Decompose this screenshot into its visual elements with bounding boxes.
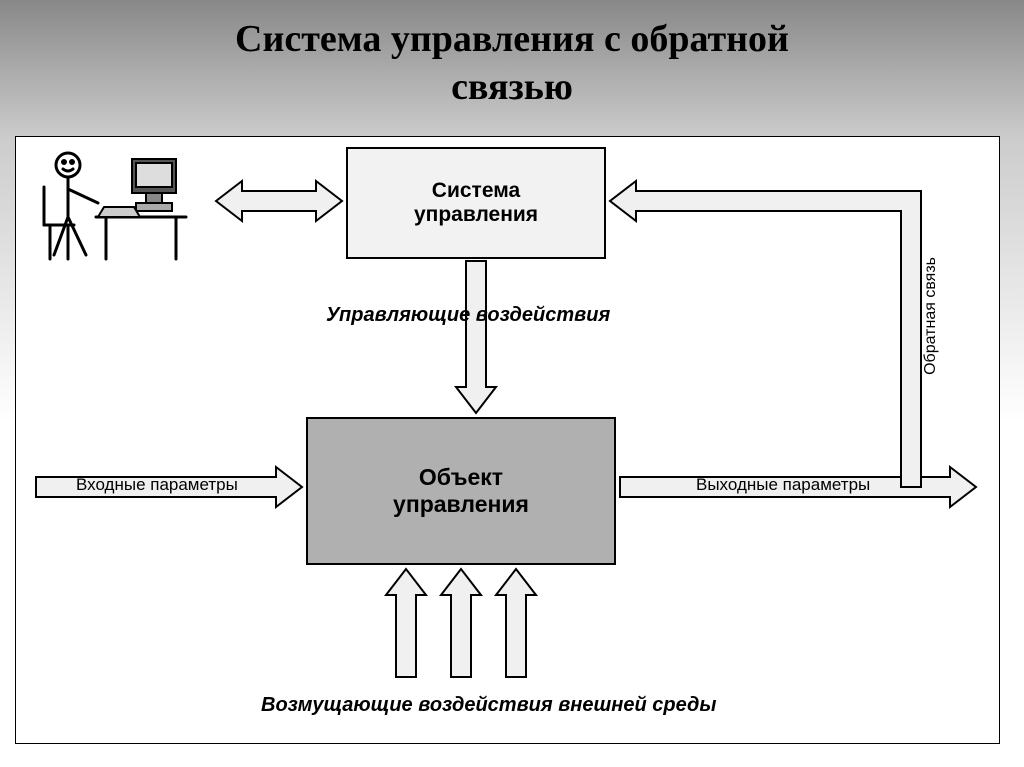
node-control-system: Системауправления [346, 147, 606, 259]
node-control-object: Объектуправления [306, 417, 616, 565]
node-control-system-label: Системауправления [414, 179, 538, 227]
label-disturbances: Возмущающие воздействия внешней среды [261, 694, 716, 717]
label-feedback: Обратная связь [922, 257, 940, 375]
label-output-params: Выходные параметры [696, 475, 870, 495]
label-control-actions: Управляющие воздействия [326, 304, 610, 327]
title-line-1: Система управления с обратной [235, 18, 789, 60]
slide-title: Система управления с обратной связью [0, 0, 1024, 111]
title-line-2: связью [451, 66, 573, 108]
node-control-object-label: Объектуправления [393, 464, 529, 518]
diagram-canvas: Системауправления Объектуправления Управ… [15, 136, 1000, 744]
user-computer-icon [36, 147, 206, 267]
label-input-params: Входные параметры [76, 475, 238, 495]
